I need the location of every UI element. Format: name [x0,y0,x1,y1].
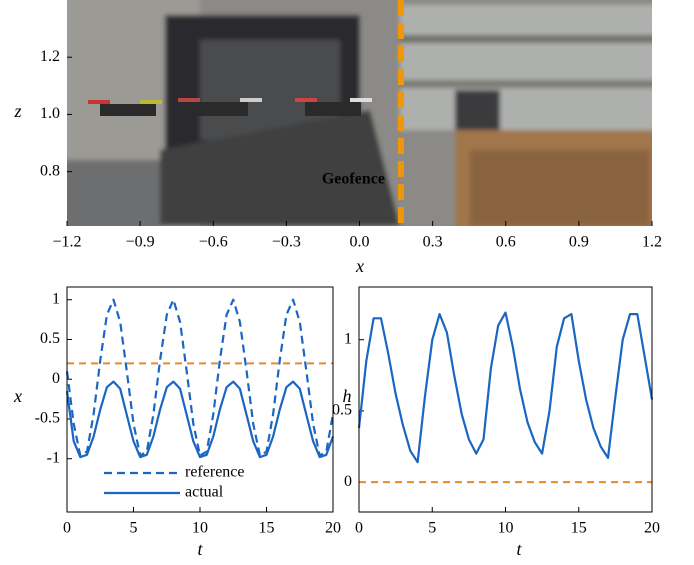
y-tick-label: 0 [52,370,60,387]
figure: −1.2 −0.9 −0.6 −0.3 0.0 0.3 0.6 0.9 1.2 0.8 1.0 1.2… [0,0,694,565]
y-tick-label: 0.8 [40,162,60,179]
y-axis-label: x [13,386,22,406]
x-tick-label: 0 [63,520,71,537]
x-tick-label: −0.6 [199,234,228,251]
legend-label: actual [185,484,224,501]
x-tick-label: 20 [644,520,660,537]
y-axis-label: h [343,386,352,406]
y-tick-label: 0.5 [40,330,60,347]
x-tick-label: 0.6 [496,234,516,251]
x-tick-label: −1.2 [52,234,81,251]
y-tick-label: 1 [52,290,60,307]
x-tick-label: 5 [428,520,436,537]
x-tick-label: 10 [498,520,514,537]
x-tick-label: 15 [259,520,275,537]
x-axis-label: t [516,539,522,559]
y-tick-label: 0 [344,473,352,490]
x-tick-label: −0.3 [272,234,301,251]
page: {"chart_data": [ {"type": "image", "xlab… [0,0,694,565]
x-axis-label: x [355,256,364,276]
y-tick-label: -1 [47,449,60,466]
x-tick-label: 0.3 [423,234,443,251]
photo [60,0,660,235]
x-tick-label: 1.2 [642,234,662,251]
axes-frame [359,287,652,512]
x-tick-label: 20 [325,520,341,537]
x-tick-label: 0.9 [569,234,589,251]
x-tick-label: −0.9 [126,234,155,251]
data-line [67,300,333,456]
x-tick-label: 10 [192,520,208,537]
x-tick-label: 5 [130,520,138,537]
y-tick-label: 1.0 [40,105,60,122]
geofence-annotation: Geofence [322,171,385,188]
data-line [359,313,652,463]
x-tick-label: 0.0 [350,234,370,251]
y-axis-label: z [13,101,21,121]
legend-label: reference [185,464,245,481]
x-tick-label: 0 [355,520,363,537]
y-tick-label: 1.2 [40,48,60,65]
y-tick-label: -0.5 [35,410,60,427]
y-tick-label: 1 [344,330,352,347]
data-line [67,382,333,458]
x-axis-label: t [197,539,203,559]
x-tick-label: 15 [571,520,587,537]
